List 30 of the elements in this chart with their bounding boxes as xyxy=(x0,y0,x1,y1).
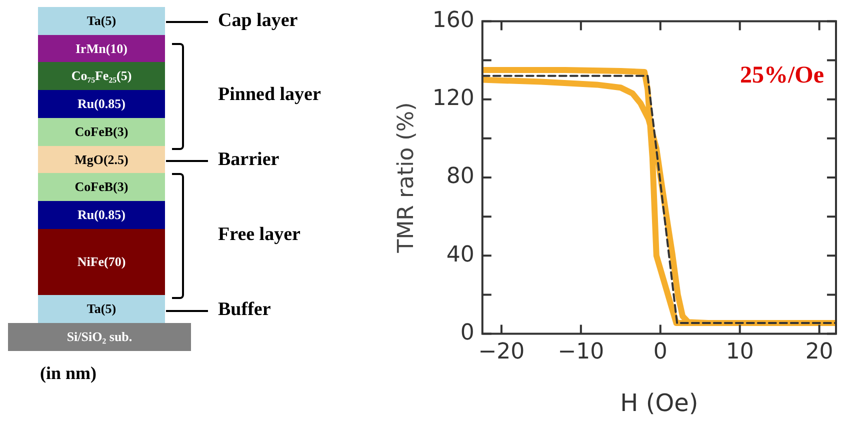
y-tick-label: 120 xyxy=(432,86,474,112)
text: Ru(0.85) xyxy=(38,90,165,118)
x-tick-label: 0 xyxy=(653,340,668,365)
text: Si/SiO₂ sub. xyxy=(8,323,191,351)
text: Ta(5) xyxy=(38,7,165,35)
text: Ta(5) xyxy=(38,295,165,323)
x-tick-label: −10 xyxy=(558,340,604,365)
text: CoFeB(3) xyxy=(38,173,165,201)
x-tick-label: 10 xyxy=(726,340,754,365)
text: MgO(2.5) xyxy=(38,146,165,173)
x-axis-title: H (Oe) xyxy=(620,388,698,417)
text: Buffer xyxy=(218,299,271,321)
text: Barrier xyxy=(218,149,280,171)
y-tick-label: 160 xyxy=(432,8,474,33)
text: Cap layer xyxy=(218,10,298,32)
text: Pinned layer xyxy=(218,84,321,106)
text: NiFe(70) xyxy=(38,229,165,295)
text: Co₇₅Fe₂₅(5) xyxy=(38,62,165,90)
text: (in nm) xyxy=(40,363,97,384)
text: CoFeB(3) xyxy=(38,118,165,146)
y-tick-label: 0 xyxy=(460,320,474,346)
y-axis-title: TMR ratio (%) xyxy=(394,102,419,254)
text: Free layer xyxy=(218,224,300,246)
y-tick-label: 80 xyxy=(446,164,474,190)
x-tick-label: 20 xyxy=(805,340,834,365)
x-tick-label: −20 xyxy=(478,340,525,365)
y-tick-label: 40 xyxy=(446,242,474,268)
annotation: 25%/Oe xyxy=(740,62,824,88)
text: Ru(0.85) xyxy=(38,201,165,229)
text: IrMn(10) xyxy=(38,35,165,62)
